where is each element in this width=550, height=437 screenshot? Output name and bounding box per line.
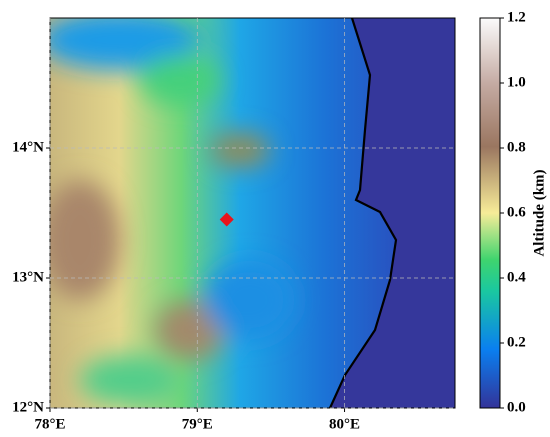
y-tick-label: 12°N bbox=[12, 399, 44, 415]
colorbar bbox=[479, 17, 501, 409]
colorbar-tick-label: 0.0 bbox=[507, 399, 526, 415]
coastline bbox=[328, 17, 398, 409]
colorbar-tick-label: 1.2 bbox=[507, 9, 526, 25]
x-tick-label: 79°E bbox=[182, 416, 213, 432]
map-frame bbox=[49, 17, 456, 409]
colorbar-tick-label: 0.4 bbox=[507, 269, 526, 285]
y-tick-label: 14°N bbox=[12, 139, 44, 155]
site-marker bbox=[219, 212, 234, 227]
x-tick-label: 78°E bbox=[34, 416, 65, 432]
colorbar-label: Altitude (km) bbox=[531, 169, 547, 256]
colorbar-tick-label: 0.2 bbox=[507, 334, 526, 350]
elevation-raster bbox=[50, 18, 455, 408]
colorbar-tick-label: 0.6 bbox=[507, 204, 526, 220]
x-tick-label: 80°E bbox=[329, 416, 360, 432]
y-tick-label: 13°N bbox=[12, 269, 44, 285]
colorbar-tick-label: 1.0 bbox=[507, 74, 526, 90]
colorbar-tick-label: 0.8 bbox=[507, 139, 526, 155]
